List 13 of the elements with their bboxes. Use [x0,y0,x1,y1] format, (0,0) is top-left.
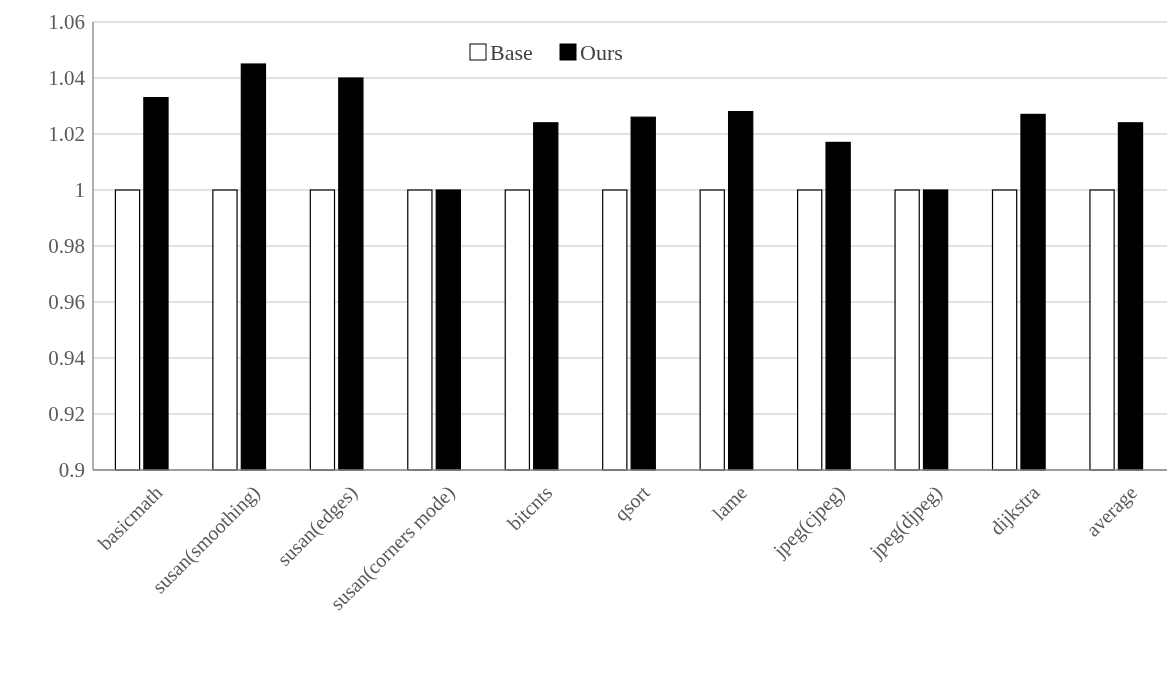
legend-label: Ours [580,39,623,65]
y-tick-label: 0.98 [48,234,85,259]
x-tick-label: lame [708,481,752,525]
y-tick-label: 1.02 [48,122,85,147]
legend-label: Base [490,39,533,65]
y-tick-label: 1 [74,178,85,203]
y-tick-label: 0.96 [48,290,85,315]
y-tick-label: 1.04 [48,66,86,91]
y-tick-label: 0.94 [48,346,86,371]
y-tick-label: 1.06 [48,10,85,35]
y-tick-label: 0.92 [48,402,85,427]
x-tick-label: qsort [609,480,655,526]
y-tick-label: 0.9 [58,458,85,483]
